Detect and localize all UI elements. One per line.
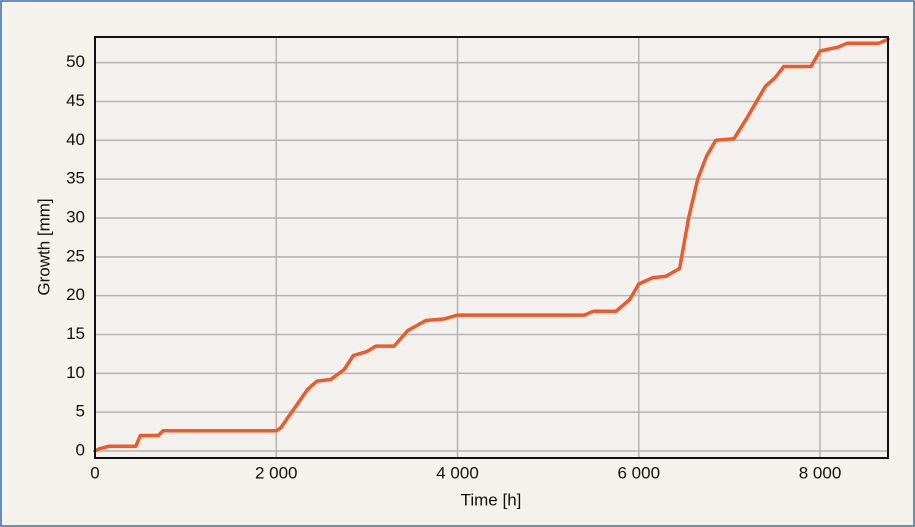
y-tick-label: 5: [76, 402, 85, 421]
y-tick-label: 45: [66, 91, 85, 110]
y-tick-label: 15: [66, 324, 85, 343]
x-tick-label: 8 000: [799, 463, 842, 482]
y-axis-label: Growth [mm]: [34, 198, 53, 295]
plot-area: [95, 37, 888, 458]
y-tick-label: 10: [66, 363, 85, 382]
y-tick-label: 25: [66, 246, 85, 265]
x-tick-label: 4 000: [436, 463, 479, 482]
y-tick-label: 40: [66, 130, 85, 149]
data-line: [93, 37, 890, 453]
y-tick-label: 50: [66, 52, 85, 71]
y-tick-label: 20: [66, 285, 85, 304]
y-tick-label: 35: [66, 169, 85, 188]
x-tick-label: 2 000: [255, 463, 298, 482]
x-axis-label: Time [h]: [461, 490, 522, 509]
y-tick-label: 30: [66, 207, 85, 226]
y-tick-label: 0: [76, 440, 85, 459]
x-tick-label: 0: [90, 463, 99, 482]
x-tick-label: 6 000: [617, 463, 660, 482]
plot-border: [94, 36, 889, 459]
